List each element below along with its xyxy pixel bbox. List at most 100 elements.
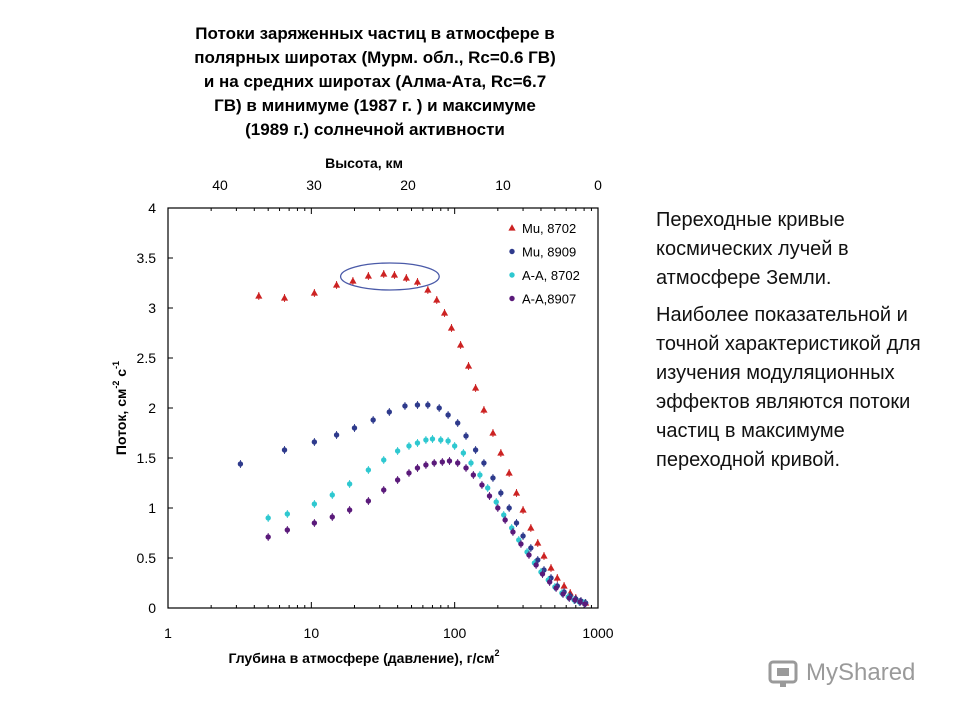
data-point: [553, 574, 561, 581]
data-point: [472, 447, 479, 453]
y-tick-label: 4: [148, 200, 156, 216]
data-point: [255, 292, 263, 299]
axis-labels: Высота, км Глубина в атмосфере (давление…: [111, 155, 500, 666]
data-point: [265, 534, 271, 540]
data-point: [470, 472, 477, 478]
data-point: [510, 529, 516, 535]
x-tick-label: 1: [164, 625, 172, 641]
data-point: [506, 505, 512, 511]
data-point: [406, 443, 412, 449]
data-point: [413, 278, 422, 285]
data-point: [527, 524, 535, 531]
y-axis-label-mid: с: [113, 369, 129, 381]
data-point: [365, 467, 372, 473]
data-point: [402, 274, 410, 281]
y-tick-label: 2: [148, 400, 156, 416]
data-point: [472, 384, 480, 391]
data-point: [394, 448, 401, 454]
data-point: [424, 286, 432, 293]
data-point: [553, 585, 559, 591]
data-point: [451, 443, 458, 449]
x-tick-label: 100: [443, 625, 467, 641]
data-point: [280, 294, 289, 301]
data-point: [381, 487, 387, 493]
data-point: [438, 437, 444, 443]
y-tick-label: 3: [148, 300, 156, 316]
top-axis-label: Высота, км: [325, 155, 403, 171]
legend-marker: [508, 224, 516, 231]
data-point: [284, 511, 291, 517]
data-point: [329, 514, 335, 520]
data-point: [380, 270, 388, 277]
data-point: [498, 490, 504, 496]
data-point: [386, 409, 393, 415]
data-point: [486, 493, 493, 499]
y-axis-label: Поток, см-2 с-1: [111, 361, 129, 455]
top-tick-label: 0: [594, 177, 602, 193]
data-point: [390, 271, 399, 278]
data-point: [423, 462, 429, 468]
y-tick-label: 3.5: [137, 250, 157, 266]
data-point: [349, 277, 357, 284]
data-point: [431, 460, 437, 466]
data-point: [484, 485, 491, 491]
data-point: [346, 481, 353, 487]
data-point: [526, 552, 532, 558]
x-tick-label: 10: [304, 625, 320, 641]
legend-marker: [509, 272, 515, 278]
data-point: [333, 432, 340, 438]
data-point: [423, 437, 429, 443]
data-point: [440, 309, 449, 316]
data-point: [513, 520, 520, 526]
data-point: [463, 465, 469, 471]
series-2: [237, 401, 589, 607]
data-point: [518, 541, 524, 547]
data-point: [394, 477, 401, 483]
slide-text: Переходные кривые космических лучей в ат…: [656, 206, 946, 483]
data-point: [477, 472, 483, 478]
data-point: [445, 438, 451, 444]
data-point: [577, 599, 583, 605]
y-tick-label: 0.5: [137, 550, 157, 566]
data-point: [455, 420, 461, 426]
data-point: [516, 537, 522, 543]
y-tick-label: 0: [148, 600, 156, 616]
data-point: [468, 460, 474, 466]
x-tick-label: 1000: [582, 625, 613, 641]
data-point: [281, 447, 288, 453]
legend: Mu, 8702 Mu, 8909 А-А, 8702 А-А,8907: [508, 221, 580, 307]
data-point: [329, 492, 335, 498]
data-point: [495, 505, 501, 511]
chart-title-line: ГВ) в минимуме (1987 г. ) и максимуме: [214, 96, 536, 115]
watermark: MyShared: [768, 655, 933, 695]
highlight-ellipse-group: [339, 262, 440, 291]
series-4: [265, 457, 588, 608]
data-point: [414, 440, 421, 446]
watermark-text: MyShared: [806, 659, 916, 686]
data-point: [425, 402, 431, 408]
data-point: [311, 501, 318, 507]
top-tick-label: 10: [495, 177, 511, 193]
data-point: [534, 539, 542, 546]
data-point: [519, 506, 527, 513]
data-point: [539, 571, 546, 577]
data-point: [502, 517, 508, 523]
data-point: [311, 439, 318, 445]
x-axis-label-main: Глубина в атмосфере (давление), г/см: [228, 650, 494, 666]
x-axis-label: Глубина в атмосфере (давление), г/см2: [228, 648, 499, 666]
data-point: [311, 520, 318, 526]
legend-label: А-А,8907: [522, 292, 576, 307]
data-point: [489, 429, 497, 436]
legend-label: А-А, 8702: [522, 268, 580, 283]
data-point: [456, 341, 465, 348]
data-point: [528, 545, 534, 551]
slide-paragraph: Наиболее показательной и точной характер…: [656, 304, 921, 471]
data-point: [455, 460, 461, 466]
data-point: [547, 564, 555, 571]
data-point: [464, 362, 473, 369]
series-1: [255, 270, 590, 607]
top-tick-label: 20: [400, 177, 416, 193]
data-point: [533, 562, 539, 568]
